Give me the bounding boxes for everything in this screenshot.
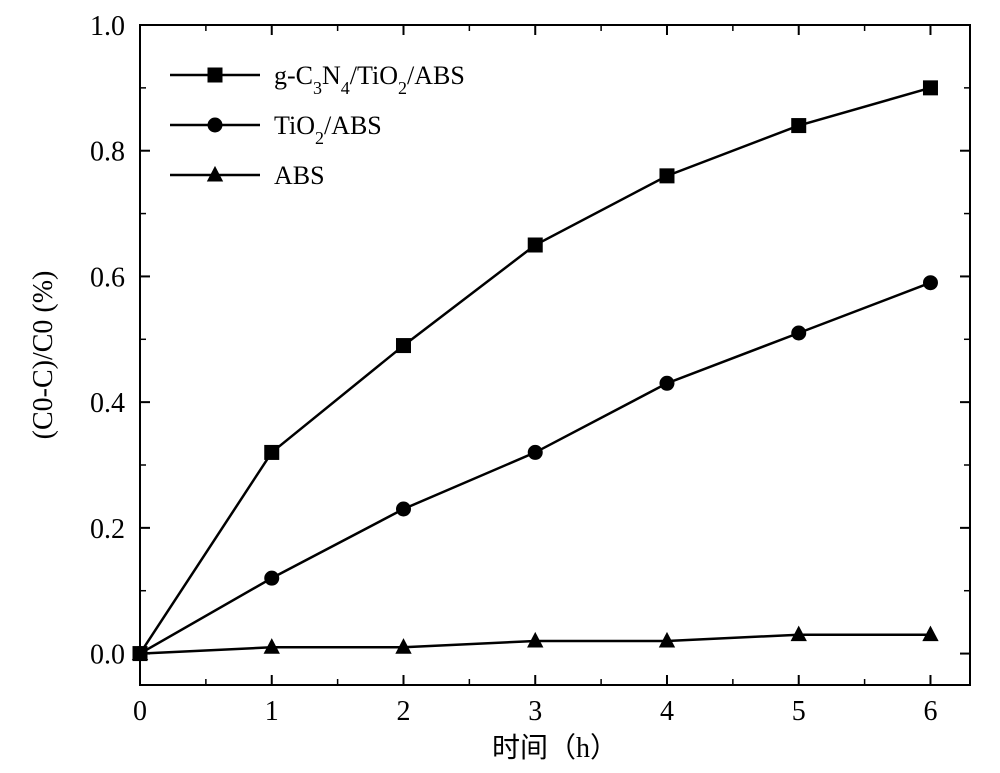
y-tick-label: 0.2 [90,514,125,545]
chart-container: 0 1 2 3 4 5 6 0.0 0.2 0.4 0.6 0.8 1.0 时间（h） (C0-C)/C0 … [0,0,1000,773]
y-tick-label: 0.0 [90,640,125,671]
line-chart: 0 1 2 3 4 5 6 0.0 0.2 0.4 0.6 0.8 1.0 时间（h） (C0-C)/C0 … [0,0,1000,773]
x-tick-label: 3 [528,696,542,727]
x-axis-label: 时间（h） [492,732,618,764]
x-tick-label: 1 [265,696,279,727]
y-tick-label: 0.8 [90,137,125,168]
x-tick-label: 4 [660,696,674,727]
y-axis-label: (C0-C)/C0 (%) [28,271,59,440]
x-tick-label: 2 [396,696,410,727]
legend-label: ABS [274,161,325,190]
x-tick-label: 6 [923,696,937,727]
y-tick-label: 0.6 [90,262,125,293]
y-tick-label: 0.4 [90,388,125,419]
y-tick-label: 1.0 [90,11,125,42]
x-tick-label: 5 [792,696,806,727]
x-tick-label: 0 [133,696,147,727]
